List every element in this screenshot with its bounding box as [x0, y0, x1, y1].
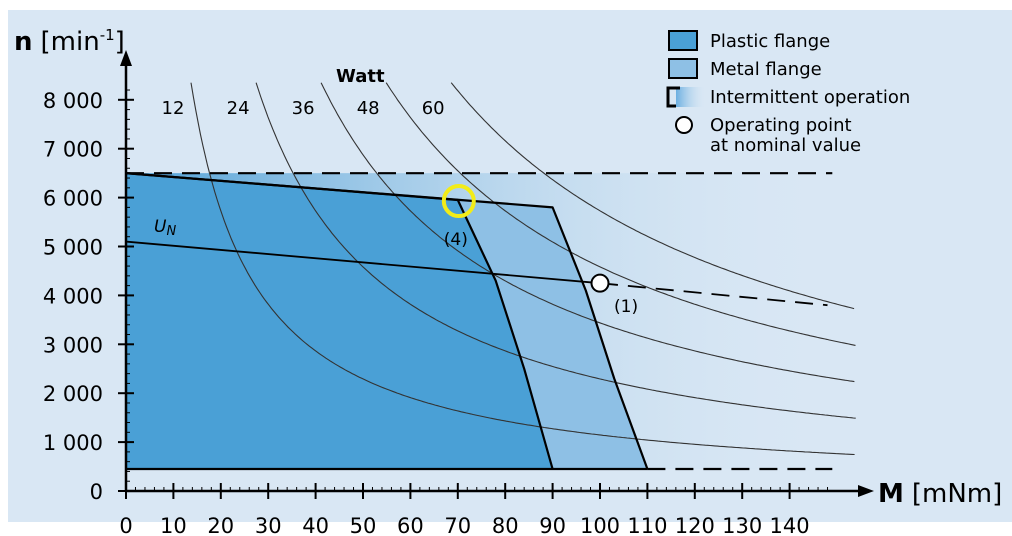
un-label-sub: N	[166, 224, 176, 239]
x-axis-arrow	[858, 485, 874, 497]
legend-swatch-metal	[668, 58, 698, 79]
un-line-dashed	[599, 282, 828, 307]
x-tick-label: 130	[722, 514, 762, 536]
power-label-24w: 24	[227, 98, 250, 119]
power-label-48w: 48	[357, 98, 380, 119]
x-axis-title-unit: [mNm]	[912, 479, 1002, 509]
x-tick-label: 90	[539, 514, 566, 536]
power-title: Watt	[336, 66, 385, 87]
y-tick-label: 2 000	[43, 382, 103, 406]
highlight-circle	[441, 184, 476, 219]
power-curve-24w	[255, 82, 856, 419]
y-tick-label: 5 000	[43, 236, 103, 260]
y-tick-label: 3 000	[43, 333, 103, 357]
power-curve-60w	[450, 82, 855, 310]
x-tick-label: 40	[302, 514, 329, 536]
un-label: UN	[154, 217, 176, 239]
x-tick-label: 110	[627, 514, 667, 536]
power-curve-12w	[190, 82, 855, 456]
operating-point-marker	[590, 273, 610, 293]
legend-swatch-intermittent-bracket	[666, 86, 680, 108]
un-line-solid	[125, 240, 601, 285]
x-tick-label: 20	[207, 514, 234, 536]
legend-label-metal: Metal flange	[710, 59, 822, 80]
x-axis-title: M [mNm]	[878, 479, 1002, 509]
x-tick-label: 80	[492, 514, 519, 536]
regions-layer	[126, 173, 833, 469]
x-tick-label: 30	[255, 514, 282, 536]
y-tick-label: 7 000	[43, 138, 103, 162]
y-tick-label: 6 000	[43, 187, 103, 211]
x-tick-label: 0	[119, 514, 132, 536]
legend-label-operating-1: Operating point	[710, 115, 852, 136]
y-axis-title-close: ]	[115, 27, 125, 57]
legend-label-plastic: Plastic flange	[710, 31, 830, 52]
legend-swatch-plastic	[668, 30, 698, 51]
operating-point-label: (1)	[614, 297, 638, 317]
x-tick-label: 50	[350, 514, 377, 536]
x-tick-label: 70	[444, 514, 471, 536]
legend-swatch-operating-point	[675, 116, 693, 134]
power-curve-48w	[385, 82, 856, 346]
x-tick-label: 140	[770, 514, 810, 536]
y-axis-title-unit: [min	[41, 27, 100, 57]
power-curves	[190, 82, 856, 456]
highlight-point-label: (4)	[444, 230, 468, 250]
x-axis-title-bold: M	[878, 479, 904, 509]
y-axis-title-sup: -1	[100, 26, 115, 44]
power-label-60w: 60	[422, 98, 445, 119]
power-label-12w: 12	[162, 98, 185, 119]
y-tick-label: 4 000	[43, 284, 103, 308]
y-axis-title: n [min-1]	[14, 26, 125, 57]
axes-layer: 0 10 20 30 40 50 60 70 80 90 100 110 120 130 140 0 1 000…	[43, 50, 874, 536]
power-curve-36w	[320, 82, 855, 383]
plastic-flange-region	[126, 173, 553, 469]
legend: Plastic flange Metal flange Intermittent…	[666, 30, 910, 156]
x-tick-label: 10	[160, 514, 187, 536]
legend-swatch-intermittent-fill	[676, 87, 706, 107]
legend-label-intermittent: Intermittent operation	[710, 87, 910, 108]
y-tick-label: 0	[90, 480, 103, 504]
lines-layer: UN	[125, 172, 833, 471]
x-tick-label: 60	[397, 514, 424, 536]
legend-label-operating-2: at nominal value	[710, 135, 861, 156]
y-axis-arrow	[120, 50, 132, 66]
power-curves-layer: 12 24 36 48 60	[162, 82, 856, 456]
un-label-main: U	[154, 217, 167, 237]
power-label-36w: 36	[292, 98, 315, 119]
y-axis-title-bold: n	[14, 27, 33, 57]
markers-layer: (1) (4)	[441, 184, 638, 317]
x-tick-label: 100	[580, 514, 620, 536]
y-tick-label: 1 000	[43, 431, 103, 455]
x-tick-label: 120	[675, 514, 715, 536]
y-tick-label: 8 000	[43, 89, 103, 113]
metal-flange-boundary	[125, 172, 649, 470]
